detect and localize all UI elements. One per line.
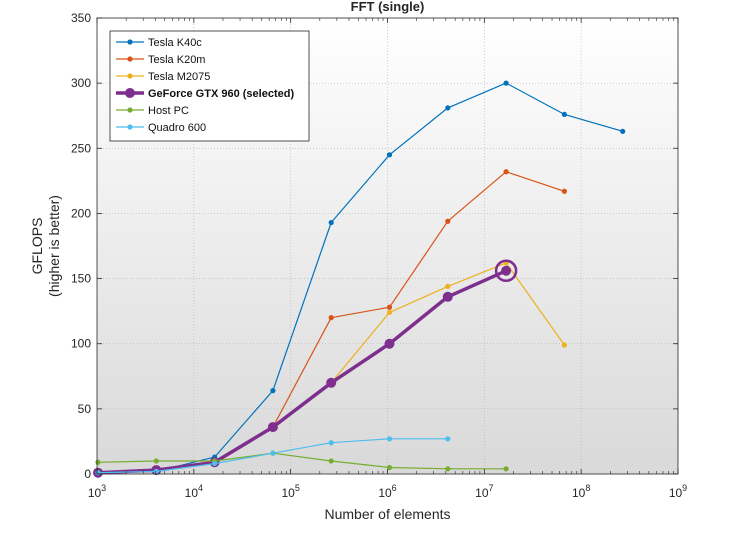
data-point <box>386 304 393 310</box>
legend: Tesla K40c Tesla K20m Tesla M2075 GeForce G… <box>109 30 310 142</box>
data-point <box>326 377 337 388</box>
data-point <box>384 338 395 349</box>
x-tick-label: 105 <box>281 483 299 500</box>
data-point <box>503 80 509 86</box>
data-point <box>153 458 159 464</box>
x-tick-label: 108 <box>572 483 590 500</box>
x-tick-label: 106 <box>378 483 396 500</box>
data-point <box>328 315 334 321</box>
data-point <box>267 422 278 433</box>
selected-highlight-ring <box>494 259 518 283</box>
legend-swatch-marker <box>127 124 133 130</box>
data-point <box>386 152 393 158</box>
data-point <box>445 218 451 224</box>
y-tick-label: 300 <box>71 76 91 90</box>
x-tick-label: 109 <box>669 483 687 500</box>
legend-label: Host PC <box>148 105 189 117</box>
data-point <box>386 436 393 442</box>
y-tick-label: 50 <box>78 402 92 416</box>
data-point <box>442 291 453 302</box>
x-tick-label: 107 <box>475 483 493 500</box>
data-point <box>328 440 334 446</box>
axes: 103 104 105 106 107 108 109 0 50 100 150 200 250 300 3… <box>71 11 687 500</box>
data-point <box>503 169 509 175</box>
data-point <box>95 470 101 476</box>
legend-swatch-marker <box>127 73 133 79</box>
y-tick-label: 350 <box>71 11 91 25</box>
series-line <box>97 452 507 470</box>
data-point <box>328 219 334 226</box>
data-point <box>501 265 512 276</box>
x-tick-label: 103 <box>88 483 106 500</box>
y-tick-label: 200 <box>71 206 91 220</box>
x-axis-label: Number of elements <box>324 506 450 522</box>
y-tick-label: 150 <box>71 272 91 286</box>
legend-label: Quadro 600 <box>148 122 206 134</box>
data-point <box>445 105 451 111</box>
data-point <box>445 283 451 289</box>
series-5 <box>95 436 451 476</box>
legend-item: Tesla K40c <box>116 37 202 49</box>
legend-swatch-marker <box>127 56 133 62</box>
data-point <box>211 460 218 467</box>
data-point <box>620 128 626 134</box>
data-point <box>386 464 393 471</box>
x-tick-label: 104 <box>185 483 203 500</box>
data-point <box>445 436 451 442</box>
y-tick-label: 0 <box>84 467 91 481</box>
legend-item: Quadro 600 <box>116 122 206 134</box>
legend-label: GeForce GTX 960 (selected) <box>148 88 294 100</box>
legend-item: Tesla K20m <box>116 54 205 66</box>
chart-title: FFT (single) <box>351 0 425 14</box>
data-point <box>328 458 334 464</box>
y-tick-label: 250 <box>71 141 91 155</box>
series-line <box>97 269 507 475</box>
data-point <box>445 466 451 472</box>
y-tick-label: 100 <box>71 337 91 351</box>
legend-label: Tesla M2075 <box>148 71 210 83</box>
data-point <box>386 309 393 316</box>
data-point <box>561 342 567 348</box>
legend-label: Tesla K40c <box>148 37 202 49</box>
legend-swatch-marker <box>127 39 133 45</box>
y-axis-label-line1: GFLOPS <box>29 218 45 275</box>
legend-item: Host PC <box>116 105 189 117</box>
legend-swatch-marker <box>125 88 135 98</box>
series-group <box>92 80 626 478</box>
data-point <box>503 466 509 472</box>
data-point <box>561 188 567 194</box>
legend-label: Tesla K20m <box>148 54 205 66</box>
data-point <box>270 450 276 456</box>
legend-item: Tesla M2075 <box>116 71 210 83</box>
data-point <box>270 388 276 394</box>
y-axis-label-line2: (higher is better) <box>46 195 62 297</box>
legend-box <box>109 30 310 142</box>
data-point <box>561 111 567 118</box>
legend-item: GeForce GTX 960 (selected) <box>116 88 294 100</box>
data-point <box>153 468 159 474</box>
series-3 <box>92 259 518 478</box>
legend-swatch-marker <box>127 107 133 113</box>
data-point <box>95 459 101 465</box>
series-line <box>97 82 623 474</box>
